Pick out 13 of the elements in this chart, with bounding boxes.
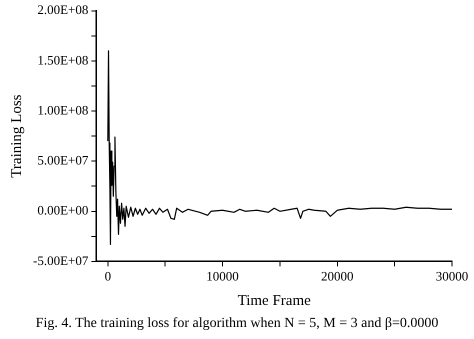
x-tick-label: 30000	[436, 268, 468, 284]
x-tick-label: 10000	[206, 268, 239, 284]
y-axis-title: Training Loss	[8, 94, 25, 178]
y-tick-label: 0.00E+00	[37, 202, 88, 218]
y-tick-label: 1.00E+08	[37, 102, 88, 118]
y-tick-label: 2.00E+08	[37, 2, 88, 18]
x-tick-label: 0	[104, 268, 112, 284]
x-axis-title: Time Frame	[238, 292, 312, 309]
y-tick-label: 5.00E+07	[37, 152, 89, 168]
y-tick-label: 1.50E+08	[37, 52, 88, 68]
x-tick-label: 20000	[321, 268, 354, 284]
caption: Fig. 4. The training loss for algorithm when N = 5, M = 3 and β=0.0000	[34, 316, 440, 332]
y-tick-label: -5.00E+07	[32, 252, 89, 268]
